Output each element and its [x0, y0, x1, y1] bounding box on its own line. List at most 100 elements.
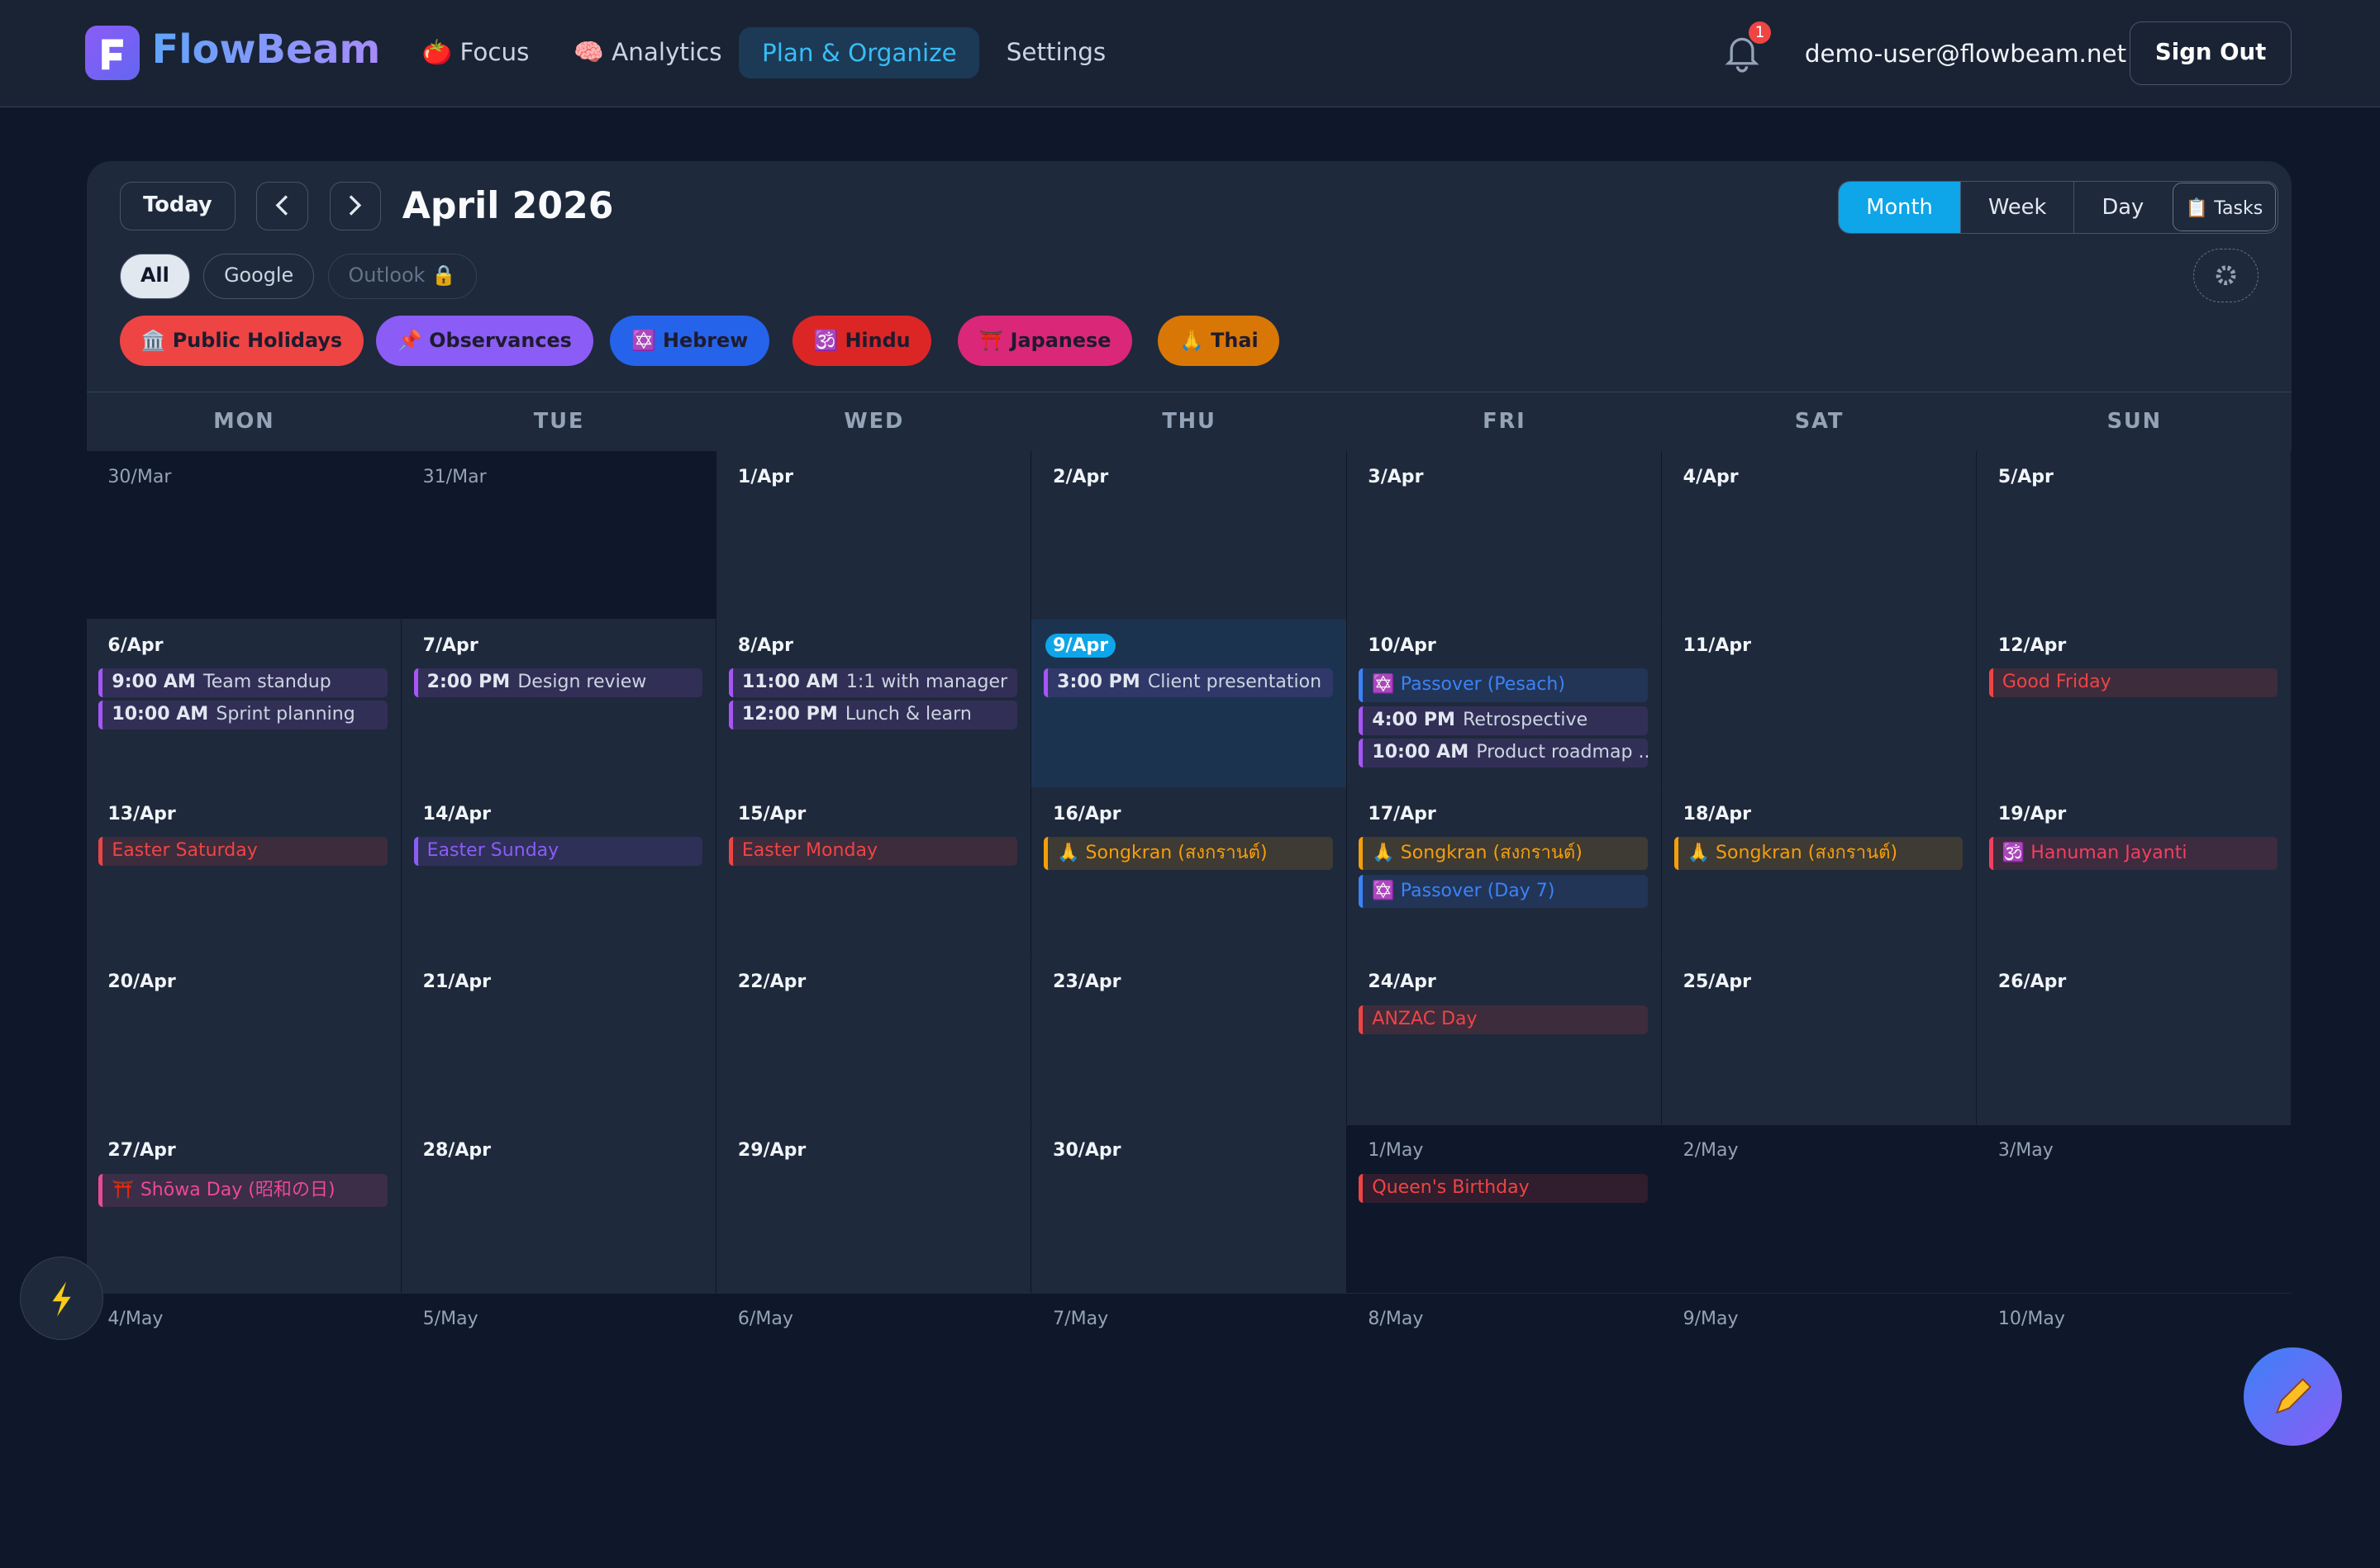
category-chip[interactable]: 🏛️ Public Holidays	[120, 316, 364, 366]
day-cell[interactable]: 7/Apr 2:00 PM Design review	[401, 620, 717, 789]
day-cell[interactable]: 30/Mar	[86, 451, 402, 620]
day-cell[interactable]: 3/May	[1977, 1124, 2292, 1294]
compose-fab[interactable]	[2243, 1347, 2343, 1447]
day-cell[interactable]: 15/Apr Easter Monday	[716, 788, 1032, 957]
event[interactable]: 4:00 PM Retrospective	[1359, 706, 1648, 735]
settings-gear[interactable]	[2193, 249, 2259, 302]
category-chip[interactable]: 📌 Observances	[376, 316, 593, 366]
source-pill[interactable]: Google	[203, 253, 315, 299]
day-number: 4/May	[107, 1309, 164, 1330]
bell-icon[interactable]	[1724, 33, 1760, 73]
day-number: 7/Apr	[422, 634, 478, 656]
day-cell[interactable]: 6/Apr 9:00 AM Team standup 10:00 AM Sprint p…	[86, 620, 402, 789]
event[interactable]: ✡️ Passover (Day 7)	[1359, 874, 1648, 909]
day-number: 8/May	[1368, 1309, 1424, 1330]
event-title: 🕉️ Hanuman Jayanti	[2002, 843, 2187, 863]
day-cell[interactable]: 4/May	[86, 1293, 402, 1460]
nav-link[interactable]: 🍅 Focus	[421, 37, 530, 66]
view-button[interactable]: Week	[1959, 181, 2074, 233]
day-cell[interactable]: 5/May	[401, 1293, 717, 1460]
day-number: 10/May	[1997, 1309, 2065, 1330]
view-button[interactable]: 📋 Tasks	[2173, 183, 2276, 232]
event[interactable]: 10:00 AM Product roadmap ...	[1359, 738, 1648, 767]
day-cell[interactable]: 5/Apr	[1977, 451, 2292, 620]
day-cell[interactable]: 26/Apr	[1977, 957, 2292, 1125]
day-cell[interactable]: 21/Apr	[401, 957, 717, 1125]
event[interactable]: Good Friday	[1988, 668, 2278, 698]
event[interactable]: 9:00 AM Team standup	[98, 668, 388, 698]
day-cell[interactable]: 27/Apr ⛩️ Shōwa Day (昭和の日)	[86, 1124, 402, 1294]
day-cell[interactable]: 12/Apr Good Friday	[1977, 620, 2292, 789]
day-cell[interactable]: 22/Apr	[716, 957, 1032, 1125]
event[interactable]: Easter Sunday	[413, 837, 703, 866]
view-button[interactable]: Day	[2073, 181, 2171, 233]
event[interactable]: 2:00 PM Design review	[413, 668, 703, 698]
today-button[interactable]: Today	[120, 182, 236, 231]
day-cell[interactable]: 2/Apr	[1031, 451, 1347, 620]
day-cell[interactable]: 14/Apr Easter Sunday	[401, 788, 717, 957]
sign-out-button[interactable]: Sign Out	[2129, 21, 2292, 85]
day-cell[interactable]: 1/May Queen's Birthday	[1346, 1124, 1662, 1294]
nav-link[interactable]: 🧠 Analytics	[574, 37, 722, 66]
nav-link[interactable]: Settings	[1006, 37, 1107, 66]
day-cell[interactable]: 13/Apr Easter Saturday	[86, 788, 402, 957]
event[interactable]: 3:00 PM Client presentation	[1044, 668, 1333, 698]
event[interactable]: 🙏 Songkran (สงกรานต์)	[1044, 837, 1333, 871]
event[interactable]: ANZAC Day	[1359, 1005, 1648, 1034]
event[interactable]: 10:00 AM Sprint planning	[98, 700, 388, 729]
logo[interactable]	[84, 26, 140, 81]
day-cell[interactable]: 6/May	[716, 1293, 1032, 1460]
event[interactable]: ✡️ Passover (Pesach)	[1359, 668, 1648, 702]
day-cell[interactable]: 4/Apr	[1661, 451, 1978, 620]
day-cell[interactable]: 9/May	[1661, 1293, 1978, 1460]
day-cell[interactable]: 19/Apr 🕉️ Hanuman Jayanti	[1977, 788, 2292, 957]
day-cell[interactable]: 8/May	[1346, 1293, 1662, 1460]
day-cell[interactable]: 18/Apr 🙏 Songkran (สงกรานต์)	[1661, 788, 1978, 957]
day-cell[interactable]: 10/Apr ✡️ Passover (Pesach) 4:00 PM Retrosp…	[1346, 620, 1662, 789]
day-cell[interactable]: 11/Apr	[1661, 620, 1978, 789]
day-cell[interactable]: 31/Mar	[401, 451, 717, 620]
day-cell[interactable]: 30/Apr	[1031, 1124, 1347, 1294]
day-cell[interactable]: 17/Apr 🙏 Songkran (สงกรานต์) ✡️ Passover (…	[1346, 788, 1662, 957]
quick-action-button[interactable]	[19, 1256, 104, 1340]
day-cell[interactable]: 2/May	[1661, 1124, 1978, 1294]
event-title: Lunch & learn	[845, 703, 972, 725]
day-cell[interactable]: 9/Apr 3:00 PM Client presentation	[1031, 620, 1347, 789]
prev-button[interactable]	[256, 182, 308, 231]
day-cell[interactable]: 29/Apr	[716, 1124, 1032, 1294]
day-number: 10/Apr	[1368, 634, 1436, 656]
category-chip[interactable]: 🕉️ Hindu	[792, 316, 932, 366]
category-chip[interactable]: ✡️ Hebrew	[610, 316, 769, 366]
day-cell[interactable]: 3/Apr	[1346, 451, 1662, 620]
day-cell[interactable]: 8/Apr 11:00 AM 1:1 with manager 12:00 PM Lun…	[716, 620, 1032, 789]
event-title: ANZAC Day	[1372, 1008, 1478, 1029]
view-button[interactable]: Month	[1839, 181, 1960, 233]
event[interactable]: Queen's Birthday	[1359, 1173, 1648, 1203]
day-cell[interactable]: 20/Apr	[86, 957, 402, 1125]
event[interactable]: 12:00 PM Lunch & learn	[728, 700, 1018, 729]
day-cell[interactable]: 16/Apr 🙏 Songkran (สงกรานต์)	[1031, 788, 1347, 957]
category-chip[interactable]: ⛩️ Japanese	[957, 316, 1133, 366]
source-pill[interactable]: Outlook 🔒	[327, 253, 477, 299]
brand[interactable]: FlowBeam	[151, 27, 381, 74]
source-pill[interactable]: All	[120, 253, 190, 299]
nav-link[interactable]: Plan & Organize	[739, 27, 980, 79]
day-cell[interactable]: 7/May	[1031, 1293, 1347, 1460]
event[interactable]: Easter Monday	[728, 837, 1018, 866]
event[interactable]: 🙏 Songkran (สงกรานต์)	[1359, 837, 1648, 871]
event[interactable]: ⛩️ Shōwa Day (昭和の日)	[98, 1173, 388, 1208]
day-cell[interactable]: 23/Apr	[1031, 957, 1347, 1125]
event[interactable]: 11:00 AM 1:1 with manager	[728, 668, 1018, 698]
day-cell[interactable]: 25/Apr	[1661, 957, 1978, 1125]
event[interactable]: Easter Saturday	[98, 837, 388, 866]
day-cell[interactable]: 28/Apr	[401, 1124, 717, 1294]
next-button[interactable]	[329, 182, 381, 231]
day-cell[interactable]: 24/Apr ANZAC Day	[1346, 957, 1662, 1125]
event[interactable]: 🙏 Songkran (สงกรานต์)	[1673, 837, 1963, 871]
day-cell[interactable]: 1/Apr	[716, 451, 1032, 620]
event[interactable]: 🕉️ Hanuman Jayanti	[1988, 837, 2278, 871]
day-cell[interactable]: 10/May	[1977, 1293, 2292, 1460]
day-number: 2/May	[1683, 1140, 1739, 1162]
category-chip[interactable]: 🙏 Thai	[1158, 316, 1280, 366]
